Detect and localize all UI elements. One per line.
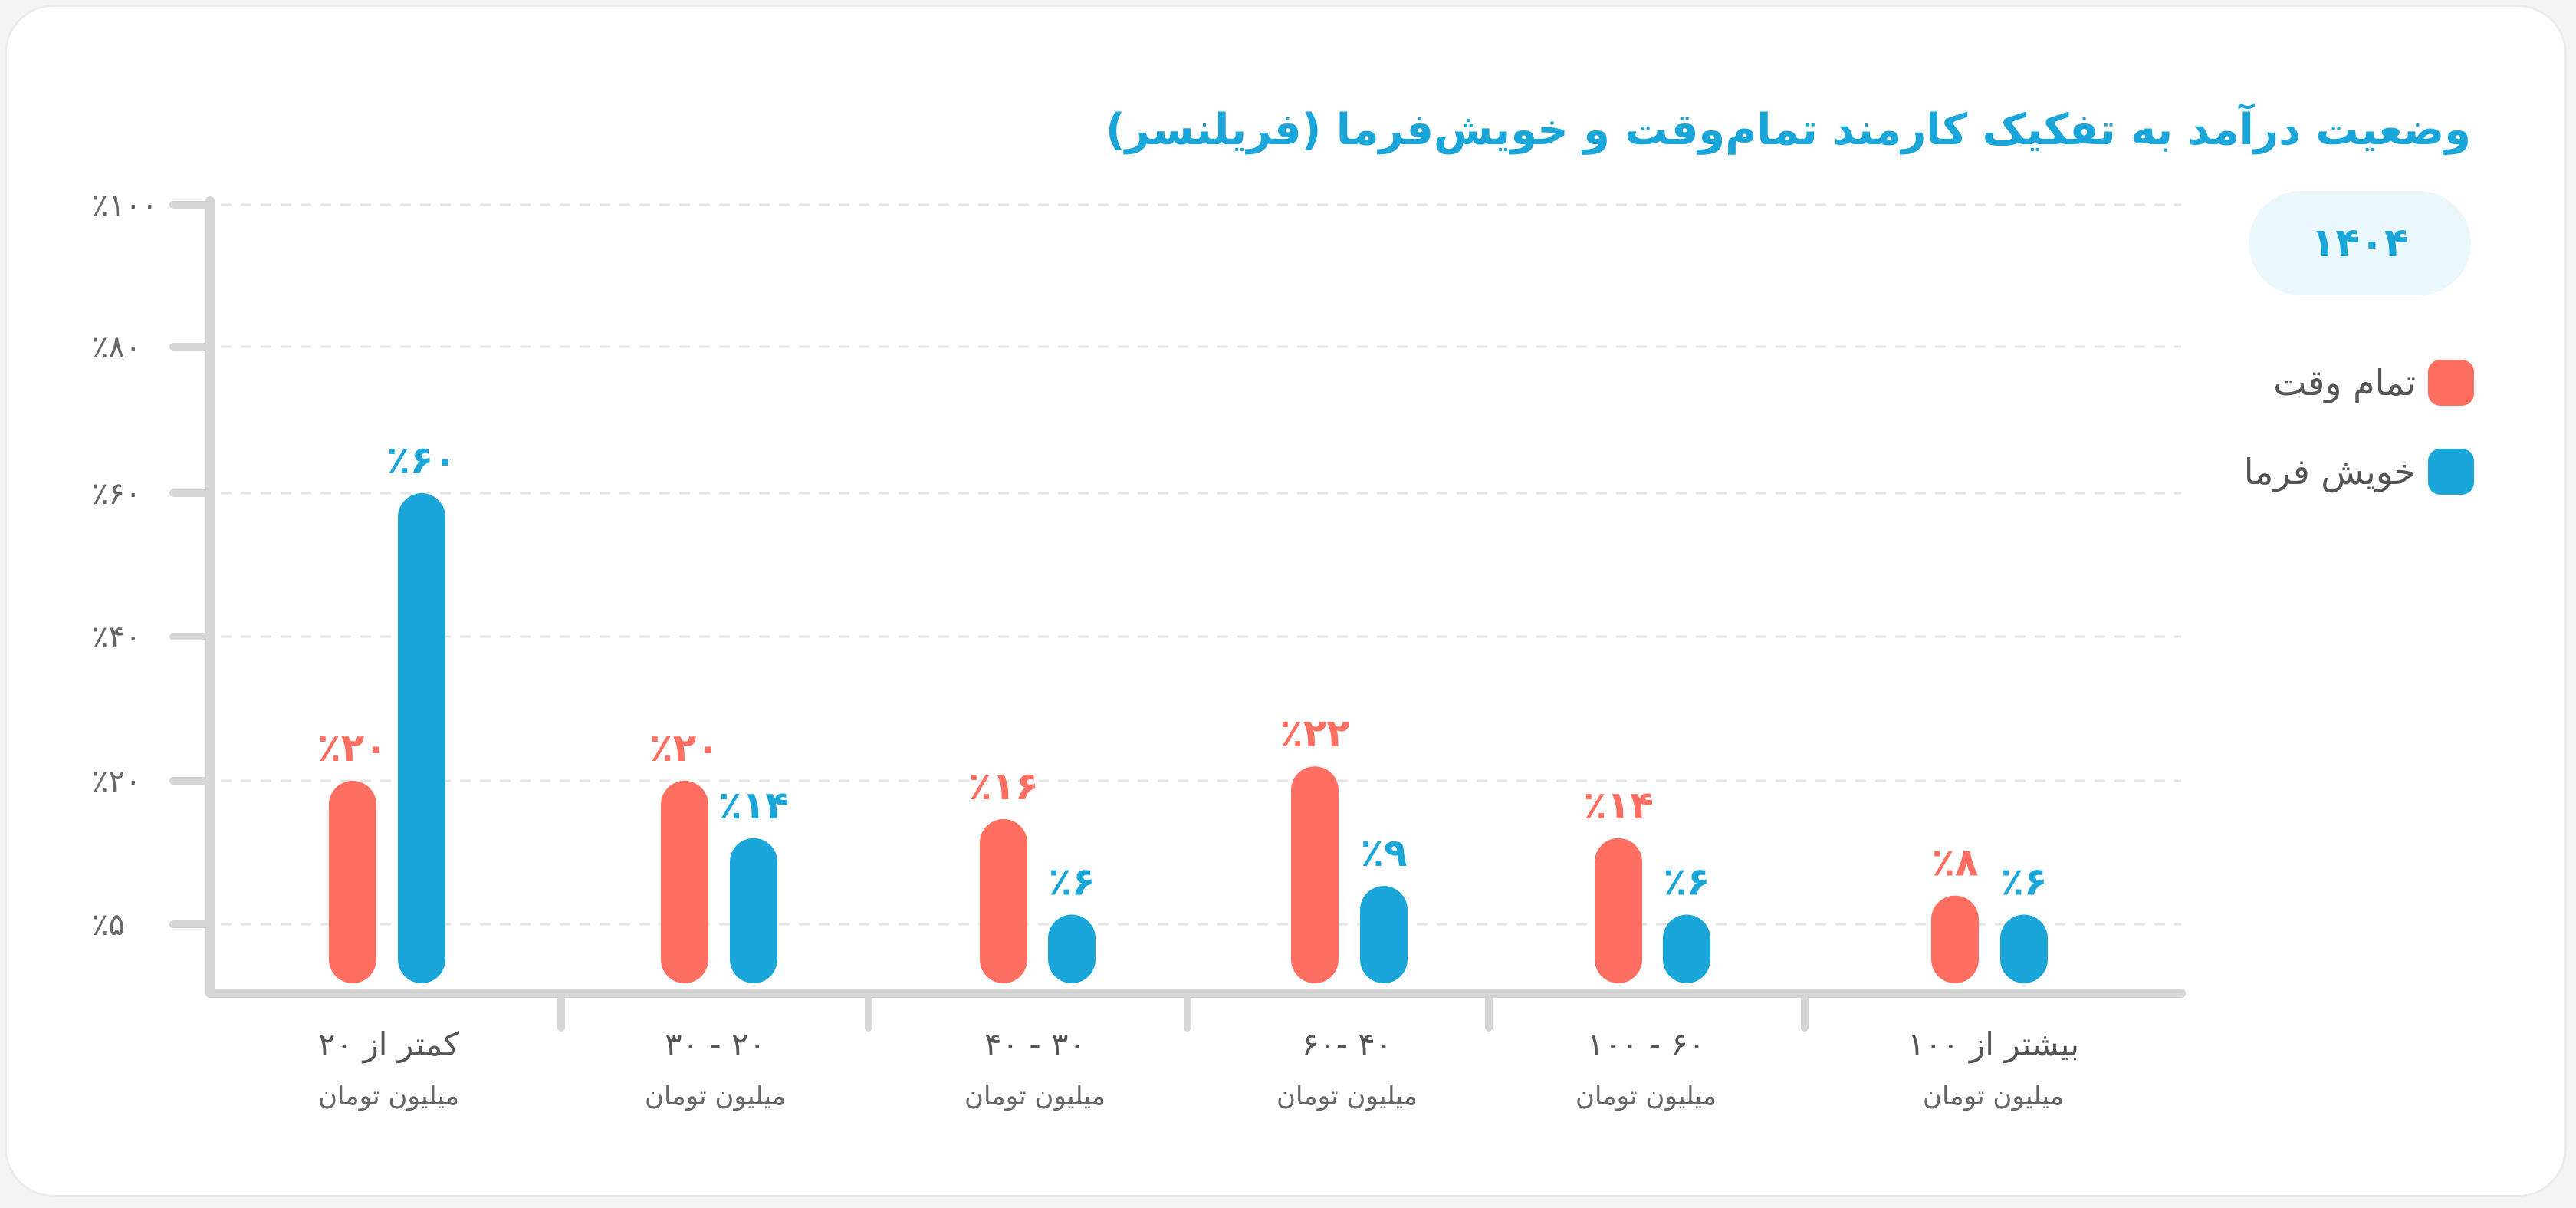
x-category-label: ۲۰ - ۳۰ — [665, 1025, 766, 1063]
value-label-freelancer: ٪۱۴ — [718, 783, 789, 828]
bar-layer — [329, 493, 2048, 983]
y-tick-label: ٪۴۰ — [92, 620, 141, 655]
y-tick-label: ٪۲۰ — [92, 764, 141, 799]
legend-item-freelancer: خویش فرما — [2244, 447, 2474, 496]
legend-item-fulltime: تمام وقت — [2244, 358, 2474, 407]
value-label-fulltime: ٪۸ — [1931, 841, 1978, 885]
legend: تمام وقت خویش فرما — [2244, 358, 2474, 536]
x-category-label: بیشتر از ۱۰۰ — [1907, 1025, 2079, 1063]
label-layer: ٪۵ ٪۲۰ ٪۴۰ ٪۶۰ ٪۸۰ ٪۱۰۰ ٪۲۰ ٪۲۰ ٪۱۶ ٪۲۲ ٪۱۴ ٪۸ ٪۶۰ ٪۱… — [92, 188, 2079, 1111]
value-label-freelancer: ٪۶ — [2000, 860, 2047, 904]
value-label-fulltime: ٪۲۰ — [317, 726, 388, 770]
legend-label-fulltime: تمام وقت — [2273, 362, 2416, 403]
legend-label-freelancer: خویش فرما — [2243, 451, 2416, 492]
x-category-label: کمتر از ۲۰ — [318, 1025, 459, 1063]
value-label-fulltime: ٪۱۴ — [1583, 783, 1654, 828]
value-label-freelancer: ٪۶ — [1048, 860, 1095, 904]
bar-fulltime — [1931, 895, 1979, 983]
bar-fulltime — [329, 781, 376, 983]
x-category-sublabel: میلیون تومان — [1923, 1081, 2064, 1111]
x-category-label: ۶۰ - ۱۰۰ — [1587, 1025, 1706, 1063]
bar-fulltime — [661, 781, 708, 983]
bar-freelancer — [398, 493, 445, 983]
grid-layer — [221, 203, 2181, 926]
x-category-sublabel: میلیون تومان — [964, 1081, 1106, 1111]
x-category-sublabel: میلیون تومان — [1276, 1081, 1418, 1111]
bar-fulltime — [1291, 766, 1339, 983]
bar-fulltime — [980, 818, 1027, 983]
y-tick-label: ٪۵ — [92, 907, 125, 943]
bar-fulltime — [1595, 838, 1642, 983]
x-category-label: ۴۰ -۶۰ — [1302, 1025, 1393, 1063]
value-label-fulltime: ٪۱۶ — [968, 764, 1039, 808]
x-category-label: ۳۰ - ۴۰ — [984, 1025, 1086, 1063]
value-label-freelancer: ٪۶۰ — [386, 438, 457, 482]
axis-layer — [169, 196, 2186, 1032]
value-label-freelancer: ٪۹ — [1360, 831, 1407, 875]
value-label-fulltime: ٪۲۰ — [649, 726, 720, 770]
x-category-sublabel: میلیون تومان — [645, 1081, 786, 1111]
year-badge: ۱۴۰۴ — [2249, 191, 2471, 295]
bar-freelancer — [2000, 914, 2048, 983]
value-label-freelancer: ٪۶ — [1663, 860, 1710, 904]
x-category-sublabel: میلیون تومان — [1576, 1081, 1717, 1111]
y-tick-label: ٪۱۰۰ — [92, 188, 158, 223]
bar-freelancer — [1360, 886, 1408, 983]
bar-freelancer — [1663, 914, 1710, 983]
bar-freelancer — [1048, 914, 1096, 983]
chart-title: وضعیت درآمد به تفکیک کارمند تمام‌وقت و خ… — [1106, 105, 2471, 155]
y-tick-label: ٪۸۰ — [92, 330, 141, 365]
y-tick-label: ٪۶۰ — [92, 476, 141, 512]
bar-freelancer — [730, 838, 777, 983]
value-label-fulltime: ٪۲۲ — [1280, 711, 1350, 755]
x-category-sublabel: میلیون تومان — [318, 1081, 459, 1111]
legend-swatch-freelancer — [2428, 449, 2474, 495]
legend-swatch-fulltime — [2428, 360, 2474, 406]
